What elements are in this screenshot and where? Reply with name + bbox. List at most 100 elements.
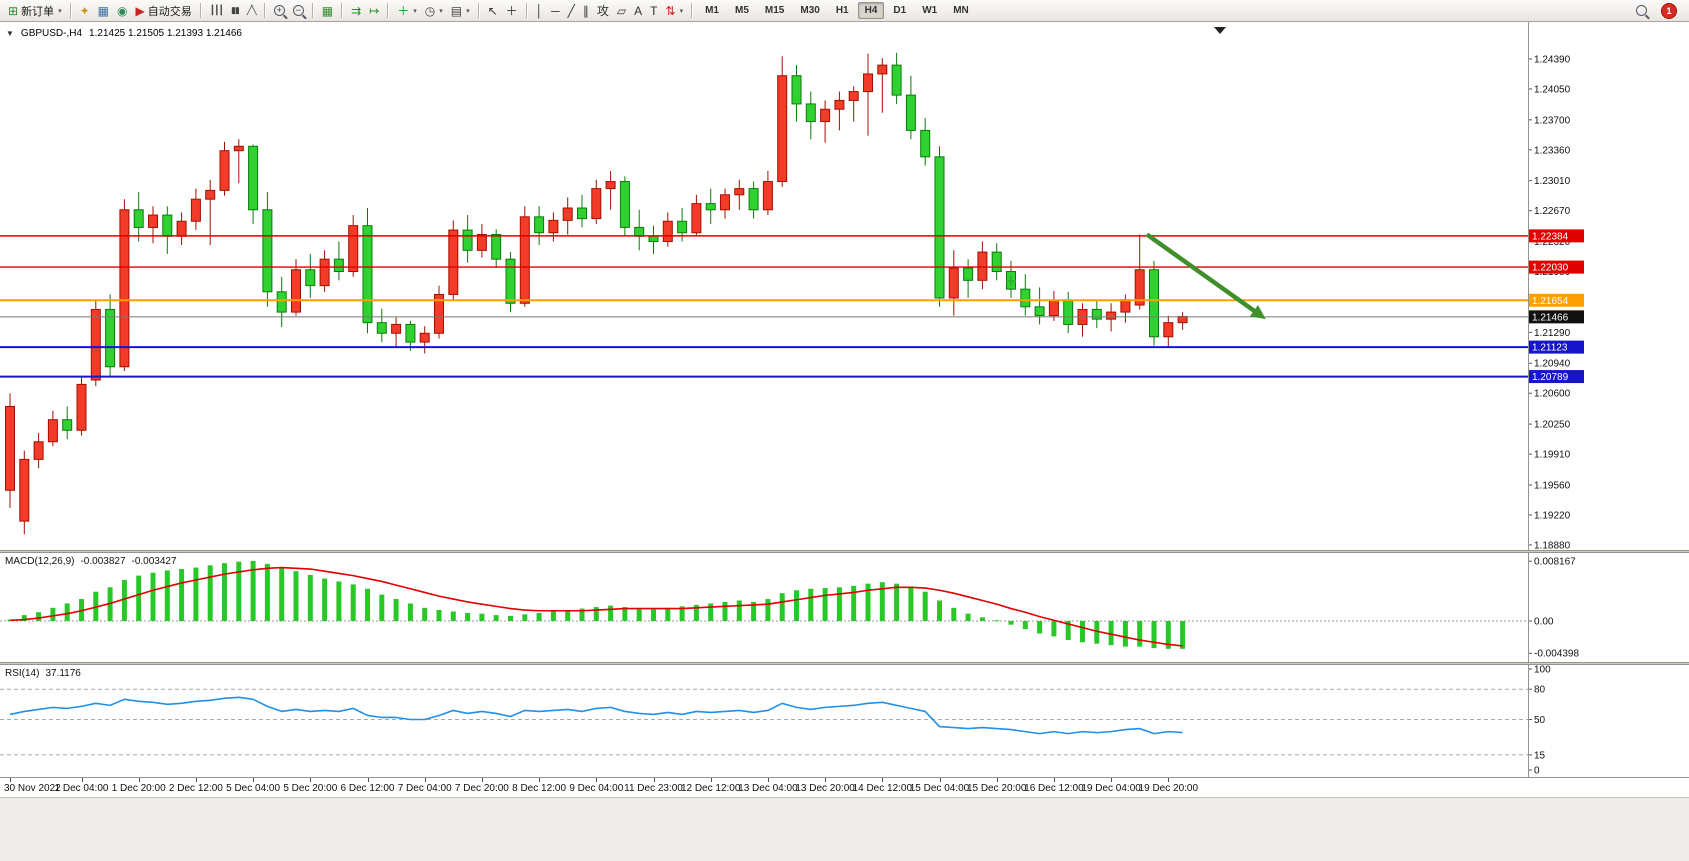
label-t-icon: T: [650, 3, 658, 18]
toolbar-separator: [477, 3, 480, 18]
candlestick-chart-button[interactable]: ▮▮: [227, 0, 243, 21]
svg-text:15: 15: [1534, 750, 1546, 761]
toolbar-right: 1: [1632, 0, 1685, 21]
crosshair-icon: ＋: [505, 3, 518, 18]
tile-windows-button[interactable]: ▦: [318, 0, 337, 21]
panel-splitter[interactable]: [0, 550, 1689, 553]
toolbar-separator: [691, 3, 694, 18]
macd-panel[interactable]: 0.008167 0.00 -0.004398: [0, 553, 1689, 662]
linechart-icon: ╱╲: [246, 5, 257, 15]
rsi-panel[interactable]: 100 80 50 15 0: [0, 665, 1689, 777]
svg-text:1.19910: 1.19910: [1534, 450, 1571, 461]
time-tick: [1111, 778, 1113, 782]
toolbar-separator: [311, 3, 314, 18]
tile-icon: ▦: [321, 3, 334, 18]
timeframe-m5[interactable]: M5: [735, 5, 749, 16]
vertical-line-button[interactable]: │: [532, 0, 548, 21]
time-tick: [1053, 778, 1055, 782]
svg-text:1.24390: 1.24390: [1534, 54, 1571, 65]
panel-splitter[interactable]: [0, 662, 1689, 665]
market-watch-button[interactable]: ▦: [94, 0, 113, 21]
cursor-button[interactable]: ↖: [484, 0, 502, 21]
svg-text:0.008167: 0.008167: [1534, 557, 1576, 568]
time-label: 9 Dec 04:00: [569, 783, 624, 794]
time-axis[interactable]: 30 Nov 2022 1 Dec 04:00 1 Dec 20:00 2 Dec 1…: [0, 777, 1689, 797]
price-chart[interactable]: 1.24390 1.24050 1.23700 1.23360 1.23010 1.226…: [0, 22, 1689, 550]
time-label: 2 Dec 12:00: [168, 783, 223, 794]
zoom-in-icon: +: [273, 5, 285, 16]
fibo-icon: 攻: [596, 3, 609, 18]
toolbar-group: + −: [270, 0, 308, 21]
timeframe-m1[interactable]: M1: [705, 5, 719, 16]
fibonacci-button[interactable]: 攻: [593, 0, 613, 21]
one-click-trading-arrow[interactable]: ▼: [6, 29, 14, 38]
svg-text:1.22030: 1.22030: [1532, 263, 1569, 274]
timeframe-w1[interactable]: W1: [922, 5, 938, 16]
shapes-icon: ▱: [616, 3, 627, 18]
svg-text:-0.004398: -0.004398: [1534, 649, 1579, 660]
trend-arrow: [1145, 232, 1266, 320]
toolbar-group: ✦ ▦ ◉ ▶ 自动交易: [76, 0, 196, 21]
time-tick: [710, 778, 712, 782]
bar-chart-button[interactable]: ┃┃┃: [206, 0, 227, 21]
chevron-down-icon: ▾: [439, 7, 443, 15]
search-icon: [1636, 5, 1647, 16]
vline-icon: │: [535, 3, 544, 18]
indicators-button[interactable]: ＋ ▾: [393, 0, 421, 21]
text-button[interactable]: A: [630, 0, 646, 21]
timeframe-mn[interactable]: MN: [953, 5, 969, 16]
toolbar-group: │ ─ ╱ ∥ 攻 ▱ A T ⇅ ▾: [532, 0, 687, 21]
auto-scroll-button[interactable]: ⇉: [347, 0, 365, 21]
time-label: 19 Dec 04:00: [1081, 783, 1141, 794]
svg-text:1.22320: 1.22320: [1534, 237, 1571, 248]
search-button[interactable]: [1632, 0, 1651, 21]
arrows-button[interactable]: ⇅ ▾: [662, 0, 688, 21]
line-chart-button[interactable]: ╱╲: [243, 0, 260, 21]
svg-text:1.19560: 1.19560: [1534, 480, 1571, 491]
text-label-button[interactable]: T: [646, 0, 661, 21]
time-label: 15 Dec 04:00: [909, 783, 970, 794]
globe-icon: ◉: [116, 3, 128, 18]
templates-button[interactable]: ▤ ▾: [447, 0, 474, 21]
compass-button[interactable]: ✦: [76, 0, 94, 21]
community-button[interactable]: ◉: [113, 0, 131, 21]
chart-symbol: GBPUSD-,H4: [20, 28, 83, 39]
timeframe-d1[interactable]: D1: [893, 5, 907, 16]
price-tag: [1528, 229, 1584, 243]
zoom-in-button[interactable]: +: [270, 0, 289, 21]
notifications-badge[interactable]: 1: [1661, 2, 1677, 19]
new-order-button[interactable]: ⊞ 新订单 ▾: [4, 0, 66, 21]
price-tag: [1528, 310, 1584, 324]
horizontal-line-button[interactable]: ─: [547, 0, 564, 21]
rsi-line: [9, 696, 1183, 735]
time-label: 7 Dec 20:00: [454, 783, 509, 794]
chevron-down-icon: ▾: [58, 7, 62, 15]
toolbar: ⊞ 新订单 ▾ ✦ ▦ ◉ ▶ 自动交易 ┃┃┃ ▮▮ ╱╲ + − ▦ ⇉ ↦ ＋ ▾ ◷ ▾ ▤ ▾ ↖ ＋ │ ─ ╱ ∥ 攻 ▱ A…: [0, 0, 1689, 22]
doc-plus-icon: ⊞: [8, 3, 19, 18]
timeframe-h1[interactable]: H1: [835, 5, 849, 16]
equidistant-channel-button[interactable]: ∥: [579, 0, 593, 21]
timeframe-m30[interactable]: M30: [800, 5, 820, 16]
svg-text:1.22670: 1.22670: [1534, 206, 1571, 217]
compass-icon: ✦: [79, 3, 90, 18]
timeframe-m15[interactable]: M15: [764, 5, 785, 16]
toolbar-group: ⊞ 新订单 ▾: [4, 0, 66, 21]
trendline-button[interactable]: ╱: [564, 0, 579, 21]
macd-value-main: -0.003827: [80, 556, 126, 567]
time-label: 16 Dec 12:00: [1024, 783, 1084, 794]
time-tick: [424, 778, 426, 782]
bars-icon: ┃┃┃: [209, 5, 224, 15]
crosshair-button[interactable]: ＋: [502, 0, 522, 21]
periods-button[interactable]: ◷ ▾: [421, 0, 447, 21]
zoom-out-button[interactable]: −: [289, 0, 308, 21]
chart-shift-button[interactable]: ↦: [365, 0, 383, 21]
macd-name: MACD(12,26,9): [5, 556, 75, 567]
shapes-button[interactable]: ▱: [613, 0, 630, 21]
time-tick: [825, 778, 827, 782]
svg-text:0.00: 0.00: [1534, 617, 1554, 628]
time-label: 5 Dec 20:00: [283, 783, 338, 794]
autotrading-button[interactable]: ▶ 自动交易: [131, 0, 195, 21]
toolbar-group: ▦: [318, 0, 337, 21]
macd-label: MACD(12,26,9) -0.003827 -0.003427: [5, 556, 183, 567]
timeframe-h4[interactable]: H4: [857, 2, 885, 19]
